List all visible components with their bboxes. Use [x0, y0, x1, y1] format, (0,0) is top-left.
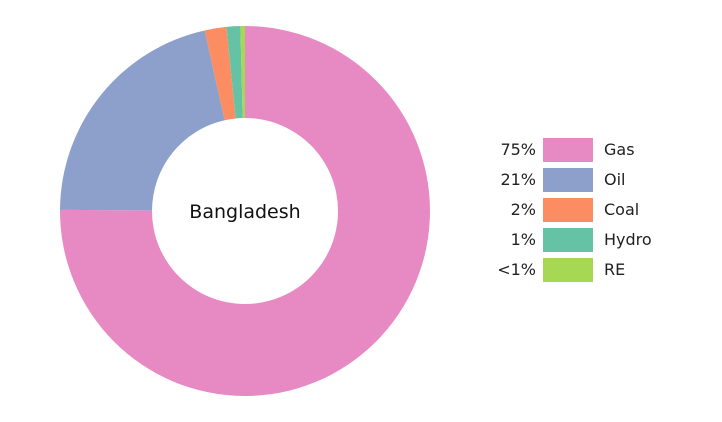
legend-pct-re: <1% — [497, 260, 536, 279]
legend-swatch-coal — [543, 198, 593, 222]
slice-hydro — [226, 26, 243, 119]
slice-oil — [60, 30, 225, 211]
legend-pct-coal: 2% — [511, 200, 536, 219]
donut-slices — [59, 26, 430, 396]
legend-label-oil: Oil — [604, 170, 625, 189]
slice-coal — [204, 26, 236, 121]
legend-swatch-hydro — [543, 228, 593, 252]
legend-pct-hydro: 1% — [511, 230, 536, 249]
legend-label-hydro: Hydro — [604, 230, 652, 249]
legend-pct-gas: 75% — [500, 140, 536, 159]
legend-swatch-gas — [543, 138, 593, 162]
legend-swatch-re — [543, 258, 593, 282]
legend: 75% Gas 21% Oil 2% Coal 1% Hydro <1% RE — [497, 138, 652, 282]
legend-pct-oil: 21% — [500, 170, 536, 189]
slice-re — [240, 26, 245, 119]
legend-label-re: RE — [604, 260, 625, 279]
legend-label-coal: Coal — [604, 200, 639, 219]
slice-gas — [59, 26, 430, 396]
legend-label-gas: Gas — [604, 140, 635, 159]
legend-swatch-oil — [543, 168, 593, 192]
center-label: Bangladesh — [189, 201, 300, 223]
